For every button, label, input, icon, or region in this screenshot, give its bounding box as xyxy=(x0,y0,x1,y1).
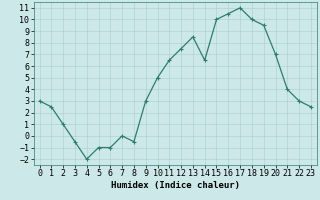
X-axis label: Humidex (Indice chaleur): Humidex (Indice chaleur) xyxy=(111,181,240,190)
